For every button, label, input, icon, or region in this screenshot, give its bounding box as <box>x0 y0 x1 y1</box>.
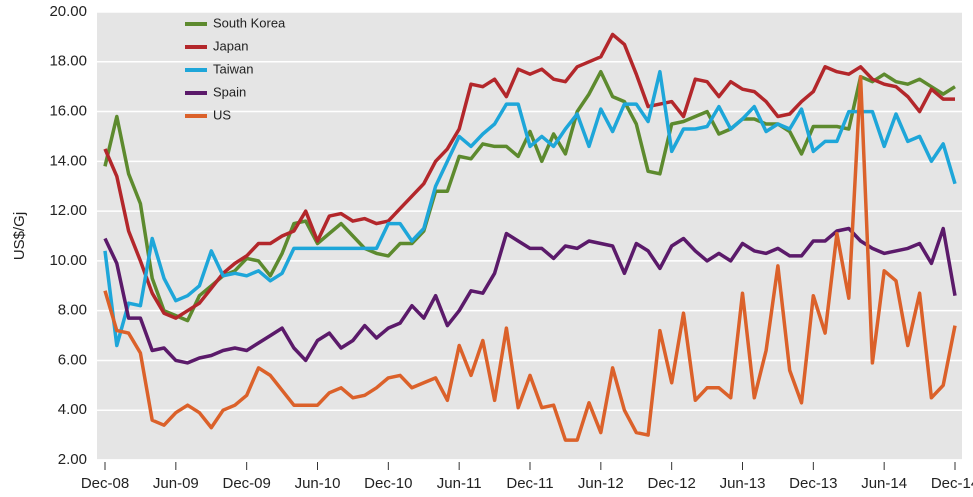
x-tick-label: Jun-10 <box>295 475 341 492</box>
legend-label: South Korea <box>213 15 286 30</box>
x-tick-label: Dec-08 <box>81 475 129 492</box>
y-tick-label: 10.00 <box>49 252 87 269</box>
y-tick-label: 12.00 <box>49 202 87 219</box>
y-tick-label: 2.00 <box>58 451 87 468</box>
x-tick-label: Dec-14 <box>931 475 973 492</box>
x-tick-label: Dec-10 <box>364 475 412 492</box>
series-line <box>103 74 957 442</box>
x-tick-label: Dec-11 <box>506 475 553 492</box>
y-tick-label: 16.00 <box>49 103 87 120</box>
series-line <box>103 32 955 320</box>
x-tick-label: Dec-13 <box>789 475 837 492</box>
y-tick-label: 8.00 <box>58 302 87 319</box>
y-axis-label: US$/Gj <box>11 212 28 260</box>
legend-label: US <box>213 107 231 122</box>
legend-label: Spain <box>213 84 246 99</box>
legend: South Korea Japan Taiwan Spain US <box>185 15 286 122</box>
series-line <box>103 226 957 365</box>
x-tick-label: Jun-14 <box>861 475 907 492</box>
x-tick-label: Dec-09 <box>222 475 270 492</box>
legend-label: Japan <box>213 38 248 53</box>
x-tick-label: Jun-13 <box>720 475 766 492</box>
series-line <box>103 69 957 348</box>
legend-label: Taiwan <box>213 61 253 76</box>
y-tick-label: 4.00 <box>58 401 87 418</box>
y-tick-label: 20.00 <box>49 3 87 20</box>
plot-area <box>97 12 962 460</box>
x-tick-label: Dec-12 <box>647 475 695 492</box>
series-line <box>103 69 956 323</box>
x-tick-label: Jun-12 <box>578 475 624 492</box>
y-tick-label: 14.00 <box>49 152 87 169</box>
x-tick-label: Jun-11 <box>437 475 482 492</box>
x-tick-label: Jun-09 <box>153 475 199 492</box>
y-tick-label: 6.00 <box>58 351 87 368</box>
y-tick-label: 18.00 <box>49 53 87 70</box>
